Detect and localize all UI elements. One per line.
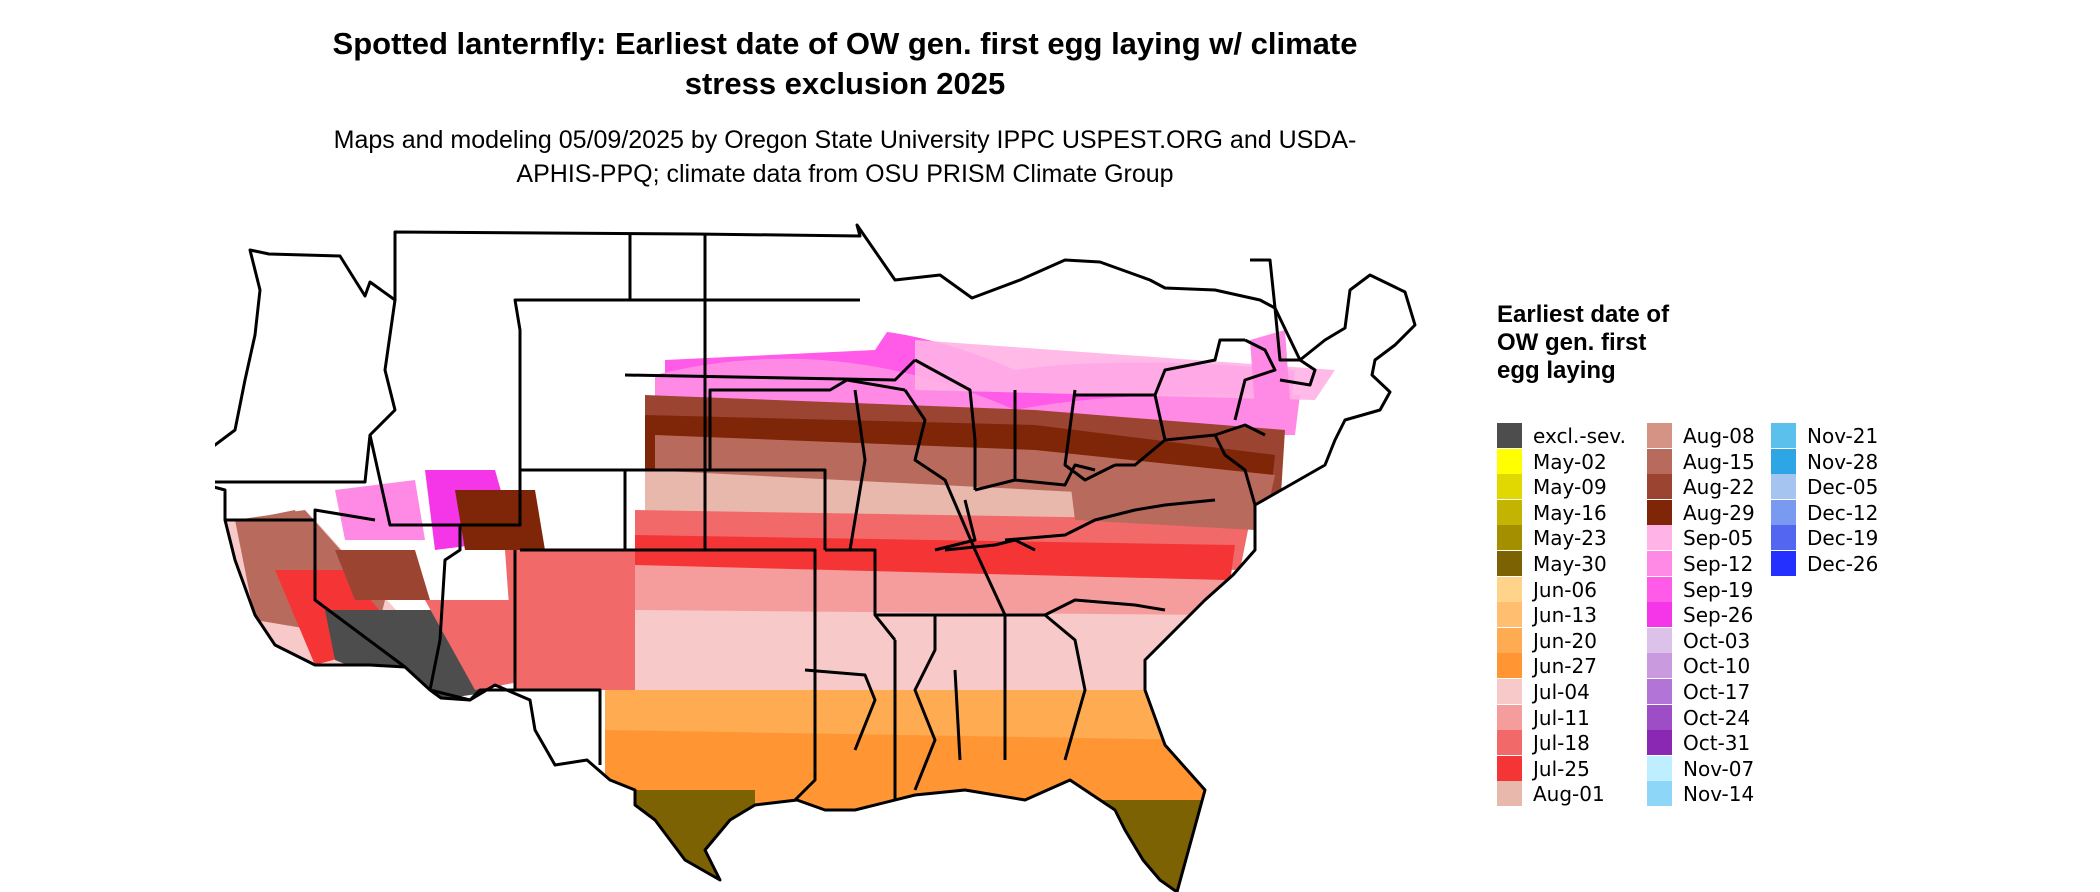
- legend-label: Jun-20: [1533, 628, 1597, 653]
- legend-swatch: [1771, 525, 1796, 551]
- legend-swatch: [1497, 423, 1522, 448]
- legend-swatch: [1647, 423, 1672, 448]
- legend-label: Aug-22: [1683, 475, 1755, 500]
- legend-swatch: [1647, 448, 1672, 474]
- legend-label: Jun-27: [1533, 654, 1597, 679]
- legend-label: Nov-21: [1807, 424, 1879, 448]
- legend-label: Oct-10: [1683, 654, 1751, 679]
- legend-swatch: [1497, 602, 1522, 628]
- legend-label: Sep-19: [1683, 577, 1754, 602]
- legend-label: Jul-18: [1533, 731, 1590, 756]
- legend-swatch: [1647, 781, 1672, 807]
- legend-swatch: [1497, 781, 1522, 807]
- us-phenology-map: [215, 223, 1417, 892]
- legend-label: Aug-29: [1683, 500, 1755, 525]
- legend-label: Aug-08: [1683, 424, 1755, 448]
- legend-label: Sep-05: [1683, 526, 1754, 551]
- legend-label: Oct-17: [1683, 679, 1751, 704]
- legend-swatch: [1497, 474, 1522, 500]
- legend-swatch: [1647, 602, 1672, 628]
- legend-label: May-16: [1533, 500, 1607, 525]
- legend-swatch: [1771, 423, 1796, 448]
- legend-swatch: [1647, 678, 1672, 704]
- legend-swatch: [1647, 730, 1672, 756]
- legend-label: May-09: [1533, 475, 1607, 500]
- legend-swatch: [1647, 499, 1672, 525]
- legend-swatch: [1647, 525, 1672, 551]
- legend-swatch: [1497, 499, 1522, 525]
- legend-swatch: [1647, 550, 1672, 576]
- legend-swatch: [1497, 653, 1522, 679]
- legend-swatch: [1497, 678, 1522, 704]
- legend-label: Dec-05: [1807, 475, 1879, 500]
- map-subtitle: Maps and modeling 05/09/2025 by Oregon S…: [333, 126, 1357, 188]
- legend-swatch: [1771, 474, 1796, 500]
- legend-swatch: [1497, 448, 1522, 474]
- legend-label: Aug-15: [1683, 449, 1755, 474]
- legend-title: Earliest date of OW gen. first egg layin…: [1497, 301, 1670, 384]
- map-title: Spotted lanternfly: Earliest date of OW …: [332, 26, 1358, 101]
- legend-label: Nov-14: [1683, 782, 1755, 807]
- legend-label: Nov-28: [1807, 449, 1879, 474]
- legend-label: Dec-26: [1807, 551, 1879, 576]
- legend-label: May-30: [1533, 551, 1607, 576]
- legend-swatch: [1497, 755, 1522, 781]
- legend-label: Sep-12: [1683, 551, 1754, 576]
- legend-swatch: [1647, 474, 1672, 500]
- legend-label: Dec-19: [1807, 526, 1879, 551]
- legend-label: Oct-24: [1683, 705, 1751, 730]
- legend-label: May-02: [1533, 449, 1607, 474]
- legend-label: Oct-31: [1683, 731, 1751, 756]
- legend-swatch: [1647, 755, 1672, 781]
- legend-swatch: [1497, 730, 1522, 756]
- legend-swatch: [1647, 653, 1672, 679]
- legend-label: Jun-06: [1533, 577, 1597, 602]
- legend-label: May-23: [1533, 526, 1607, 551]
- legend-swatch: [1497, 525, 1522, 551]
- legend-label: Jul-04: [1533, 679, 1590, 704]
- legend-swatch: [1647, 704, 1672, 730]
- legend-swatch: [1647, 576, 1672, 602]
- legend-swatch: [1647, 627, 1672, 653]
- legend-label: Jul-25: [1533, 756, 1590, 781]
- legend-label: Dec-12: [1807, 500, 1879, 525]
- legend-swatch: [1497, 704, 1522, 730]
- legend-label: Jun-13: [1533, 603, 1597, 628]
- legend-label: Jul-11: [1533, 705, 1590, 730]
- legend-swatch: [1771, 550, 1796, 576]
- legend-label: Aug-01: [1533, 782, 1605, 807]
- legend-swatch: [1497, 550, 1522, 576]
- state-boundaries: [215, 223, 1417, 892]
- legend-swatch: [1771, 499, 1796, 525]
- legend-swatch: [1771, 448, 1796, 474]
- legend-label: Sep-26: [1683, 603, 1754, 628]
- legend-label: excl.-sev.: [1533, 424, 1626, 448]
- legend-label: Nov-07: [1683, 756, 1755, 781]
- legend-label: Oct-03: [1683, 628, 1751, 653]
- legend-swatch: [1497, 576, 1522, 602]
- legend-swatch: [1497, 627, 1522, 653]
